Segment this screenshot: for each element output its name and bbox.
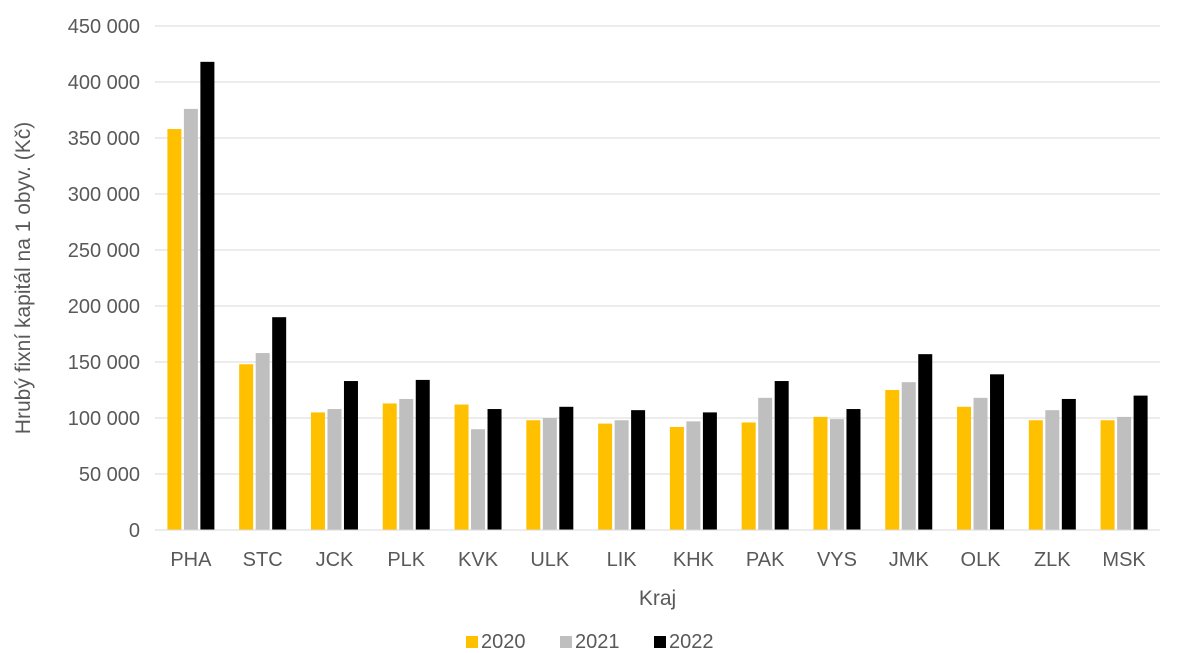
y-tick-label: 0 bbox=[129, 520, 140, 542]
bar-2021-VYS bbox=[829, 419, 844, 530]
bars bbox=[167, 61, 1148, 531]
bar-2021-ZLK bbox=[1045, 410, 1060, 530]
x-tick-label: ZLK bbox=[1034, 549, 1071, 571]
x-tick-label: PLK bbox=[387, 549, 425, 571]
bar-2020-JCK bbox=[310, 412, 325, 530]
bar-2021-PAK bbox=[758, 397, 773, 530]
bar-2021-PHA bbox=[183, 108, 198, 530]
bar-2021-JCK bbox=[327, 409, 342, 530]
x-tick-label: ULK bbox=[530, 549, 570, 571]
x-tick-label: OLK bbox=[961, 549, 1002, 571]
bar-2021-KHK bbox=[686, 421, 701, 530]
x-tick-label: PAK bbox=[746, 549, 785, 571]
bar-2022-PHA bbox=[200, 61, 215, 531]
x-tick-label: PHA bbox=[170, 549, 212, 571]
legend-swatch-2020 bbox=[466, 636, 478, 648]
bar-2022-LIK bbox=[631, 410, 646, 530]
legend: 2020 2021 2022 bbox=[466, 631, 714, 653]
bar-2020-OLK bbox=[957, 406, 972, 530]
bar-2020-STC bbox=[239, 364, 254, 530]
bar-2022-OLK bbox=[990, 374, 1005, 530]
x-tick-label: KHK bbox=[673, 549, 715, 571]
x-tick-label: MSK bbox=[1102, 549, 1146, 571]
bar-2022-STC bbox=[272, 317, 287, 530]
y-tick-label: 150 000 bbox=[68, 352, 140, 374]
y-tick-label: 450 000 bbox=[68, 16, 140, 38]
legend-label: 2022 bbox=[669, 631, 714, 653]
x-tick-label: JMK bbox=[889, 549, 930, 571]
y-axis-title: Hrubý fixní kapitál na 1 obyv. (Kč) bbox=[12, 122, 35, 434]
legend-swatch-2022 bbox=[654, 636, 666, 648]
bar-2021-LIK bbox=[614, 420, 629, 530]
bar-2020-MSK bbox=[1100, 420, 1115, 530]
x-tick-label: STC bbox=[243, 549, 283, 571]
y-tick-label: 250 000 bbox=[68, 240, 140, 262]
bar-2020-PLK bbox=[382, 403, 397, 530]
legend-label: 2020 bbox=[481, 631, 526, 653]
legend-swatch-2021 bbox=[560, 636, 572, 648]
bar-2022-ZLK bbox=[1061, 398, 1076, 530]
legend-label: 2021 bbox=[575, 631, 620, 653]
y-tick-label: 400 000 bbox=[68, 72, 140, 94]
bar-2022-PLK bbox=[415, 379, 430, 530]
bar-2021-OLK bbox=[973, 397, 988, 530]
bar-2021-ULK bbox=[542, 418, 557, 530]
y-tick-label: 100 000 bbox=[68, 408, 140, 430]
bar-2022-KVK bbox=[487, 409, 502, 530]
x-axis-title: Kraj bbox=[639, 587, 676, 610]
y-tick-label: 50 000 bbox=[79, 464, 140, 486]
gridlines bbox=[155, 25, 1160, 475]
bar-2021-PLK bbox=[399, 398, 414, 530]
bar-2020-PAK bbox=[741, 422, 756, 530]
bar-2022-JMK bbox=[918, 354, 933, 530]
bar-2022-VYS bbox=[846, 409, 861, 530]
bar-2021-JMK bbox=[901, 382, 916, 530]
y-tick-label: 300 000 bbox=[68, 184, 140, 206]
bar-2020-KHK bbox=[669, 426, 684, 530]
bar-2020-VYS bbox=[813, 416, 828, 530]
bar-2020-LIK bbox=[598, 423, 613, 530]
bar-2020-JMK bbox=[885, 390, 900, 530]
bar-2022-MSK bbox=[1133, 395, 1148, 530]
y-tick-label: 350 000 bbox=[68, 128, 140, 150]
bar-2021-STC bbox=[255, 353, 270, 530]
bar-2020-KVK bbox=[454, 404, 469, 530]
bar-2022-JCK bbox=[343, 381, 358, 530]
bar-2021-MSK bbox=[1117, 416, 1132, 530]
x-tick-label: JCK bbox=[316, 549, 354, 571]
bar-2020-PHA bbox=[167, 129, 182, 531]
bar-2022-PAK bbox=[774, 381, 789, 530]
bar-2022-KHK bbox=[702, 412, 717, 530]
x-tick-label: LIK bbox=[607, 549, 638, 571]
bar-2020-ULK bbox=[526, 420, 541, 530]
bar-2022-ULK bbox=[559, 406, 574, 530]
x-tick-label: VYS bbox=[817, 549, 857, 571]
y-axis-ticks: 0 50 000 100 000 150 000 200 000 250 000 300 0… bbox=[68, 16, 140, 542]
x-tick-label: KVK bbox=[458, 549, 499, 571]
bar-2021-KVK bbox=[471, 429, 486, 530]
y-tick-label: 200 000 bbox=[68, 296, 140, 318]
x-axis-ticks: PHA STC JCK PLK KVK ULK LIK KHK PAK VYS JMK OLK ZLK M… bbox=[170, 549, 1146, 571]
bar-2020-ZLK bbox=[1028, 420, 1043, 530]
